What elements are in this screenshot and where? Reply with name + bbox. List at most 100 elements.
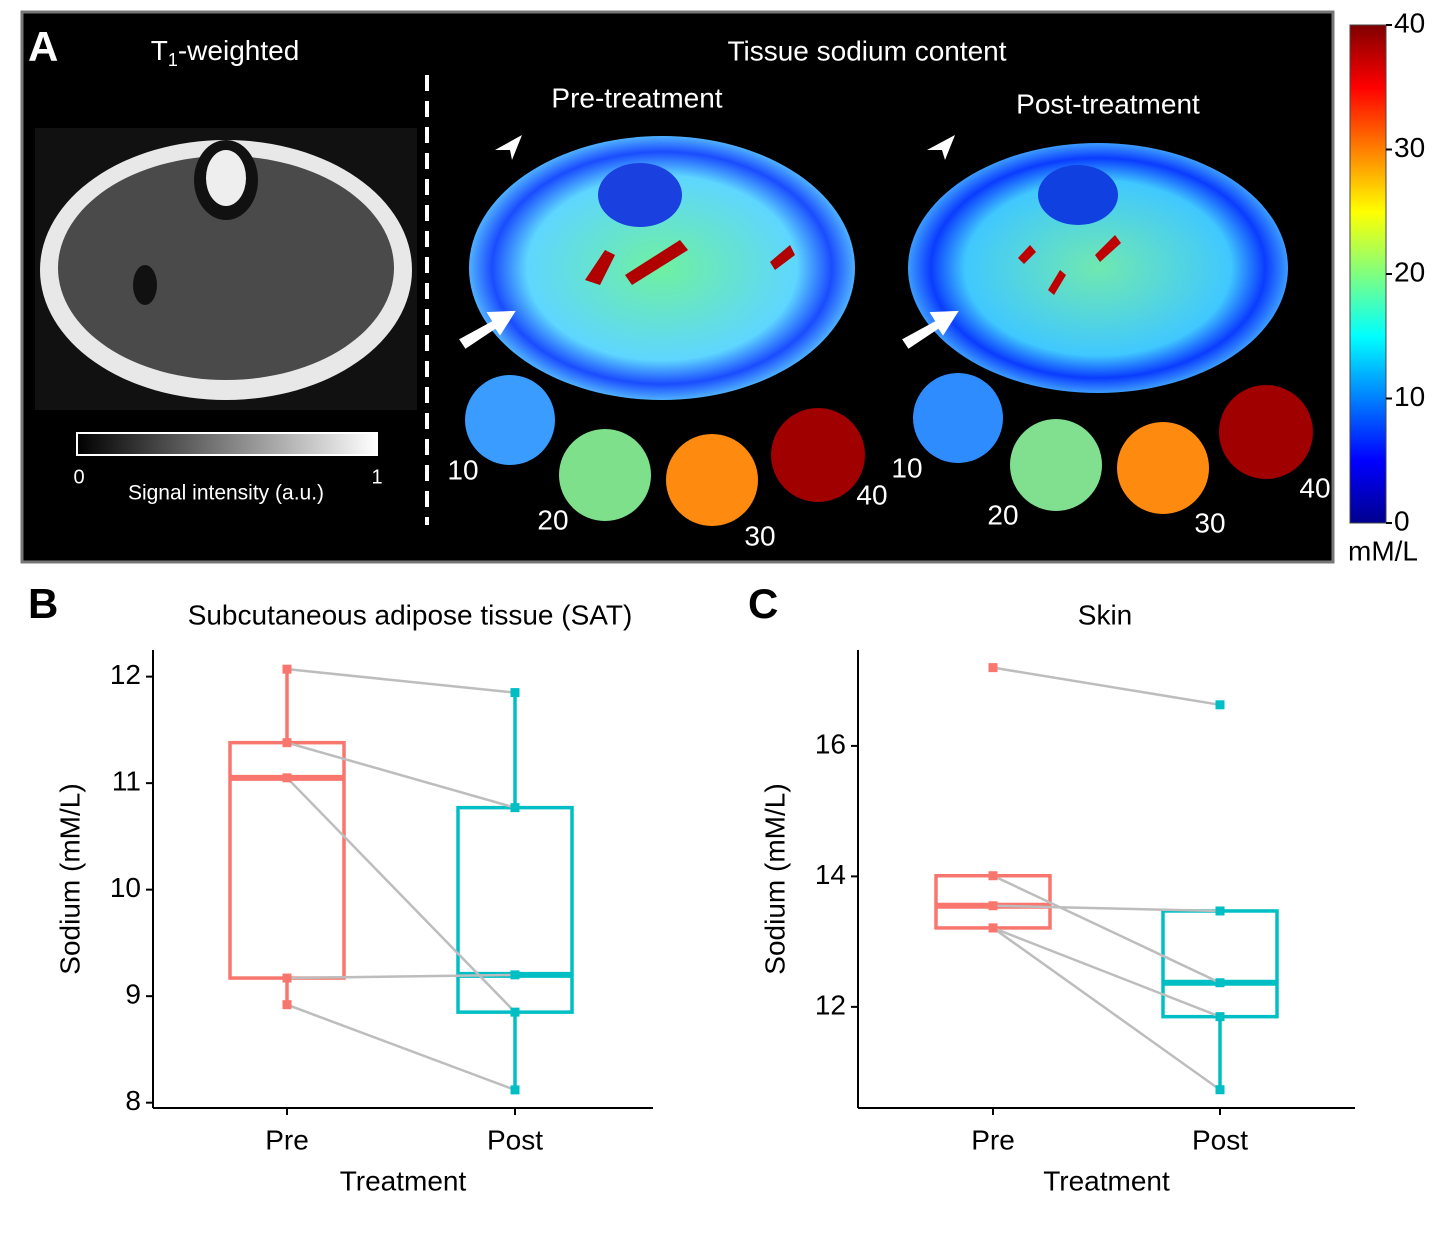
pre-title: Pre-treatment [551, 82, 722, 113]
point [988, 871, 998, 881]
point [1215, 1085, 1225, 1095]
panel-label: A [28, 23, 58, 70]
y-axis-label: Sodium (mM/L) [54, 783, 85, 974]
post-map [908, 143, 1288, 393]
pre-map [469, 136, 855, 400]
y-tick-label: 14 [815, 859, 846, 890]
gray-label: Signal intensity (a.u.) [128, 482, 324, 505]
phantom-label: 40 [856, 479, 887, 510]
post-vessels [1018, 235, 1121, 295]
y-tick-label: 16 [815, 728, 846, 759]
point [1215, 906, 1225, 916]
phantom-label: 10 [891, 452, 922, 483]
y-axis-label: Sodium (mM/L) [759, 783, 790, 974]
colorbar-tick-label: 40 [1394, 7, 1425, 38]
paired-line [992, 904, 1221, 913]
colorbar [1349, 24, 1387, 524]
x-tick-label: Post [487, 1124, 543, 1155]
colorbar-tick-label: 10 [1394, 381, 1425, 412]
box [456, 805, 574, 1014]
post-phantom [913, 373, 1003, 463]
point [1215, 978, 1225, 988]
y-tick-label: 12 [815, 989, 846, 1020]
point [510, 803, 520, 813]
t1-muscle [58, 156, 394, 380]
y-tick-label: 9 [125, 979, 141, 1010]
y-tick-label: 10 [110, 872, 141, 903]
t1-sub: 1 [168, 50, 178, 70]
phantom-label: 10 [447, 454, 478, 485]
point [282, 1000, 292, 1010]
pre-phantom [771, 408, 865, 502]
point [510, 1085, 520, 1095]
point [988, 663, 998, 673]
post-bone [1038, 165, 1118, 225]
gray-min: 0 [73, 466, 84, 488]
gray-bar [76, 432, 378, 456]
post-phantom [1010, 419, 1102, 511]
phantom-label: 20 [537, 504, 568, 535]
x-tick-label: Post [1192, 1124, 1248, 1155]
arrow [902, 310, 959, 349]
y-tick-label: 8 [125, 1085, 141, 1116]
phantom-label: 30 [744, 520, 775, 551]
colorbar-tick-label: 30 [1394, 132, 1425, 163]
pre-phantom [666, 434, 758, 526]
paired-line [286, 776, 516, 1014]
t1-marrow [206, 150, 246, 206]
colorbar-tick-label: 20 [1394, 256, 1425, 287]
paired-line [286, 667, 516, 694]
sodium-title: Tissue sodium content [727, 35, 1006, 66]
point [282, 973, 292, 983]
phantom-label: 30 [1194, 507, 1225, 538]
point [988, 901, 998, 911]
y-tick-label: 11 [112, 766, 141, 797]
arrowhead [927, 135, 955, 160]
t1-main: T [151, 35, 168, 66]
paired-line [992, 926, 1221, 1018]
point [282, 738, 292, 748]
paired-line [992, 874, 1221, 984]
t1-rest: -weighted [178, 35, 299, 66]
t1-fibula [133, 265, 157, 305]
post-title: Post-treatment [1016, 88, 1200, 119]
post-phantom [1117, 422, 1209, 514]
point [510, 970, 520, 980]
phantom-labels: 10 20 30 40 10 20 30 40 [447, 452, 1330, 551]
point [282, 773, 292, 783]
post-phantom [1219, 385, 1313, 479]
pre-bone [598, 163, 682, 227]
t1-title: T1-weighted [151, 35, 300, 69]
colorbar-unit: mM/L [1348, 535, 1418, 566]
paired-line [992, 666, 1221, 707]
colorbar-tick-label: 0 [1394, 505, 1410, 536]
x-tick-label: Pre [265, 1124, 309, 1155]
point [1215, 1012, 1225, 1022]
point [282, 664, 292, 674]
x-tick-label: Pre [971, 1124, 1015, 1155]
phantom-label: 40 [1299, 472, 1330, 503]
pre-vessels [585, 240, 795, 285]
point [988, 923, 998, 933]
paired-line [286, 741, 516, 809]
chart-title: Skin [1078, 599, 1132, 630]
chart-title: Subcutaneous adipose tissue (SAT) [188, 599, 633, 630]
pre-phantom [559, 429, 651, 521]
panel-label: C [748, 580, 778, 627]
x-axis-label: Treatment [340, 1165, 467, 1196]
arrowhead [495, 135, 522, 160]
pre-phantom [465, 375, 555, 465]
paired-line [286, 1003, 516, 1092]
point [510, 688, 520, 698]
gray-max: 1 [371, 466, 382, 488]
paired-line [992, 926, 1221, 1091]
point [1215, 700, 1225, 710]
x-axis-label: Treatment [1043, 1165, 1170, 1196]
point [510, 1007, 520, 1017]
arrow [459, 310, 516, 349]
phantom-label: 20 [987, 499, 1018, 530]
panel-label: B [28, 580, 58, 627]
y-tick-label: 12 [110, 659, 141, 690]
paired-line [286, 973, 516, 980]
